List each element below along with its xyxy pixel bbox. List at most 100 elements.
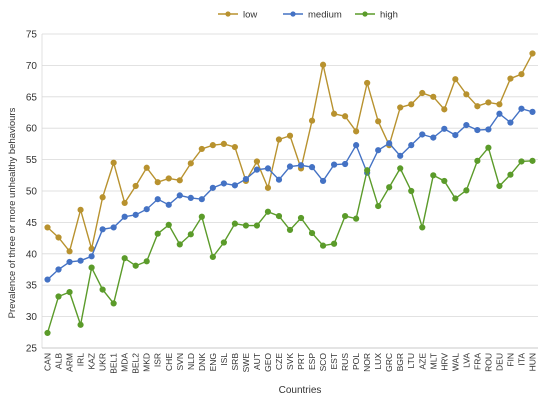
data-point	[154, 196, 161, 203]
data-point	[364, 79, 371, 87]
data-point	[353, 215, 360, 222]
x-tick-label: IRL	[76, 353, 86, 367]
x-tick-label: MLT	[428, 353, 438, 369]
legend-marker	[290, 11, 296, 17]
data-point	[132, 262, 139, 269]
data-point	[77, 321, 84, 328]
data-point	[110, 224, 117, 231]
data-point	[430, 172, 437, 179]
x-tick-label: DNK	[197, 353, 207, 371]
data-point	[242, 175, 250, 183]
data-point	[485, 144, 492, 151]
data-point	[452, 76, 459, 83]
x-tick-label: GRC	[384, 353, 394, 372]
series-low	[44, 50, 536, 255]
data-point	[253, 222, 261, 229]
x-tick-label: WAL	[450, 353, 460, 371]
x-tick-label: FIN	[505, 353, 515, 367]
data-point	[165, 221, 172, 229]
data-point	[308, 117, 316, 124]
data-point	[463, 187, 470, 194]
data-point	[408, 187, 415, 195]
data-point	[397, 165, 404, 172]
x-tick-label: LUX	[373, 353, 383, 370]
legend-label: low	[243, 10, 257, 21]
data-point	[264, 184, 272, 191]
data-point	[143, 164, 150, 171]
data-point	[176, 177, 183, 184]
x-tick-label: CHE	[164, 353, 174, 371]
x-tick-label: ISR	[153, 353, 163, 367]
data-point	[66, 289, 73, 296]
data-point	[99, 286, 106, 293]
data-point	[253, 166, 261, 173]
data-point	[121, 199, 128, 207]
data-point	[187, 194, 194, 202]
y-tick-label: 55	[26, 155, 38, 166]
data-point	[209, 142, 216, 149]
data-point	[275, 176, 283, 183]
data-point	[297, 162, 305, 169]
data-point	[110, 300, 117, 307]
x-axis: CAN ALB ARM IRL KAZ UKR BEL1 MDA BEL2 MKD ISR CHE SV…	[42, 347, 538, 374]
y-tick-label: 75	[26, 30, 38, 41]
data-point	[132, 211, 139, 218]
data-point	[132, 182, 139, 190]
data-point	[342, 113, 349, 120]
data-point	[176, 241, 183, 248]
data-point	[55, 234, 62, 241]
data-point	[242, 222, 250, 229]
data-point	[44, 224, 51, 231]
x-tick-label: SCO	[318, 353, 328, 372]
data-point	[143, 206, 150, 213]
data-point	[430, 93, 437, 100]
data-point	[286, 132, 294, 139]
data-point	[364, 167, 371, 174]
legend: low medium high	[218, 10, 398, 21]
data-point	[441, 177, 448, 185]
data-point	[353, 142, 360, 149]
x-tick-label: ITA	[516, 353, 526, 366]
y-tick-label: 25	[26, 344, 38, 355]
data-point	[286, 226, 294, 234]
y-tick-label: 65	[26, 92, 38, 103]
data-point	[441, 125, 448, 132]
data-point	[529, 50, 536, 57]
x-tick-label: ROU	[483, 353, 493, 372]
x-tick-label: NLD	[186, 353, 196, 370]
data-point	[319, 61, 327, 68]
legend-item-high: high	[355, 10, 398, 21]
x-tick-label: GEO	[263, 353, 273, 372]
data-point	[44, 329, 51, 337]
data-point	[452, 195, 459, 202]
data-point	[121, 213, 128, 220]
data-point	[231, 220, 238, 227]
data-point	[319, 177, 327, 185]
data-point	[485, 126, 492, 133]
legend-item-low: low	[218, 10, 257, 21]
series-medium	[44, 105, 536, 283]
data-point	[264, 165, 272, 172]
data-point	[507, 119, 514, 126]
x-tick-label: KAZ	[87, 353, 97, 370]
data-point	[77, 257, 84, 264]
data-point	[507, 171, 514, 178]
x-tick-label: DEU	[494, 353, 504, 371]
data-point	[496, 182, 503, 190]
x-tick-label: ARM	[65, 353, 75, 372]
data-point	[44, 276, 51, 283]
data-point	[99, 194, 106, 201]
data-point	[408, 142, 415, 149]
data-point	[330, 240, 338, 247]
data-point	[529, 157, 536, 164]
data-point	[419, 89, 426, 97]
data-point	[275, 213, 283, 220]
data-point	[463, 91, 470, 98]
data-point	[220, 180, 227, 187]
data-point	[375, 202, 382, 210]
x-tick-label: SVK	[285, 353, 295, 370]
x-tick-label: LVA	[461, 353, 471, 368]
data-point	[375, 118, 382, 125]
